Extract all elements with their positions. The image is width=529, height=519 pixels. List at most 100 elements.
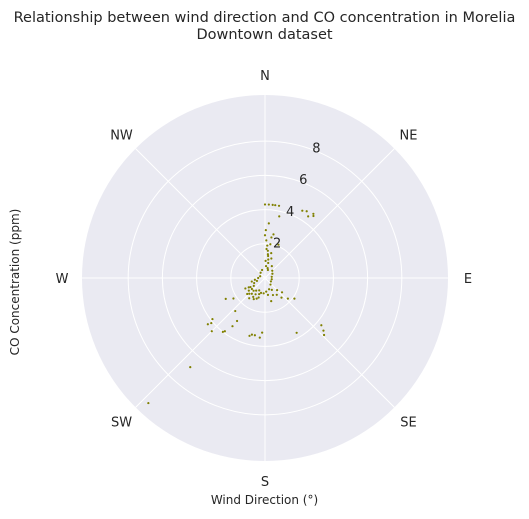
data-point	[270, 265, 273, 268]
r-tick-label-4: 4	[286, 205, 294, 220]
data-point	[322, 333, 326, 337]
data-point	[270, 300, 273, 303]
data-point	[280, 291, 284, 294]
data-point	[301, 209, 304, 212]
data-point	[253, 278, 256, 281]
data-point	[250, 292, 253, 295]
data-point	[312, 214, 315, 218]
data-point	[248, 292, 251, 295]
data-point	[255, 297, 258, 300]
data-point	[258, 336, 261, 339]
data-point	[270, 252, 273, 255]
data-point	[267, 261, 270, 265]
theta-tick-label-ne: NE	[400, 129, 418, 144]
x-axis-label: Wind Direction (°)	[211, 493, 318, 507]
data-point	[278, 215, 281, 218]
data-point	[259, 271, 262, 274]
data-point	[255, 279, 259, 283]
data-point	[248, 297, 251, 300]
data-point	[253, 281, 256, 285]
data-point	[232, 297, 235, 300]
data-point	[254, 293, 257, 296]
data-point	[189, 365, 192, 369]
data-point	[257, 296, 260, 299]
data-point	[244, 287, 247, 290]
data-point	[267, 203, 270, 206]
theta-tick-label-nw: NW	[110, 129, 133, 144]
grid-layer	[82, 95, 448, 461]
labels-layer: N NE E SE S SW W NW 2 4 6 8	[56, 69, 473, 490]
data-point	[260, 268, 264, 272]
data-point	[267, 288, 271, 291]
angular-gridline-sw	[135, 277, 266, 408]
data-point	[234, 309, 237, 313]
data-point	[259, 291, 263, 294]
data-point	[246, 292, 249, 296]
data-point	[271, 272, 274, 275]
data-point	[210, 321, 213, 325]
angular-gridline-ne	[264, 148, 395, 279]
data-point	[211, 317, 214, 321]
data-point	[258, 292, 261, 296]
data-point	[307, 215, 310, 218]
data-point	[263, 203, 267, 206]
data-point	[266, 293, 270, 296]
data-point	[262, 292, 265, 295]
data-point	[320, 324, 323, 327]
r-tick-label-6: 6	[299, 173, 307, 188]
data-point	[250, 280, 253, 283]
data-point	[259, 275, 262, 278]
chart-title-line-1: Relationship between wind direction and …	[14, 10, 516, 26]
data-point	[277, 204, 281, 207]
data-point	[247, 289, 250, 292]
data-point	[248, 334, 251, 337]
data-point	[267, 258, 270, 261]
data-point	[266, 254, 270, 258]
theta-tick-label-n: N	[260, 69, 270, 84]
data-point	[271, 293, 275, 297]
angular-gridline-nw	[135, 148, 266, 279]
data-point	[266, 268, 270, 272]
data-point	[275, 293, 278, 296]
data-point	[267, 222, 270, 225]
data-point	[252, 298, 255, 301]
y-axis-label: CO Concentration (ppm)	[8, 209, 22, 356]
data-point	[252, 284, 255, 287]
chart-title-line-2: Downtown dataset	[196, 27, 332, 43]
angular-gridline-se	[264, 277, 395, 408]
data-point	[280, 296, 283, 299]
data-point	[264, 229, 267, 232]
r-tick-label-8: 8	[312, 142, 320, 157]
data-point	[295, 331, 298, 334]
data-point	[293, 297, 296, 300]
r-tick-label-2: 2	[273, 236, 281, 251]
data-point	[235, 319, 239, 323]
theta-tick-label-se: SE	[400, 416, 416, 431]
data-point	[221, 330, 224, 334]
data-point	[269, 280, 273, 283]
data-point	[270, 236, 273, 239]
data-point	[210, 330, 213, 333]
data-point	[277, 243, 280, 246]
data-point	[261, 331, 264, 334]
data-point	[271, 269, 274, 272]
data-point	[249, 285, 252, 289]
data-point	[269, 283, 272, 286]
data-point	[264, 259, 267, 263]
data-point	[250, 287, 253, 291]
data-point	[312, 212, 315, 215]
theta-tick-label-sw: SW	[111, 416, 132, 431]
data-point	[224, 297, 227, 300]
data-point	[247, 286, 250, 289]
data-point	[250, 333, 254, 336]
data-point	[272, 233, 275, 236]
data-point	[322, 329, 325, 332]
data-point	[147, 401, 150, 405]
data-point	[266, 244, 269, 247]
data-point	[266, 253, 270, 256]
data-point	[269, 243, 272, 246]
data-point	[265, 239, 268, 242]
data-point	[266, 249, 269, 252]
data-point	[266, 266, 269, 270]
